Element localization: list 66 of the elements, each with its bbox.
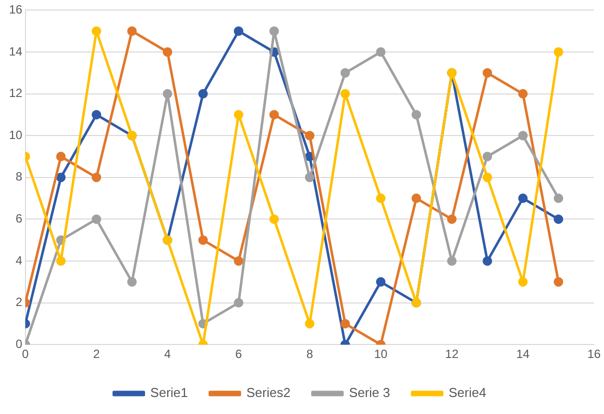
point (412, 110, 422, 120)
x-tick-label: 4 (164, 347, 172, 362)
point (447, 214, 457, 224)
point (127, 277, 137, 287)
point (198, 235, 208, 245)
y-tick-label: 0 (16, 336, 23, 351)
point (56, 172, 66, 182)
point (234, 110, 244, 120)
point (304, 130, 314, 140)
point (376, 194, 386, 204)
point (340, 89, 350, 99)
point (127, 26, 137, 36)
y-tick-label: 8 (16, 170, 23, 184)
point (412, 194, 422, 204)
point (482, 68, 492, 78)
point (340, 318, 350, 328)
point (304, 172, 314, 182)
point (376, 47, 386, 57)
legend-label: Serie1 (150, 385, 188, 400)
legend-label: Serie 3 (348, 385, 390, 400)
y-tick-label: 10 (8, 128, 23, 142)
point (162, 89, 172, 99)
x-tick-label: 14 (516, 347, 530, 362)
x-tick-label: 2 (93, 347, 100, 362)
point (340, 68, 350, 78)
point (269, 26, 279, 36)
point (56, 152, 66, 162)
point (269, 214, 279, 224)
point (554, 194, 564, 204)
point (518, 89, 528, 99)
point (482, 152, 492, 162)
point (234, 298, 244, 308)
point (269, 110, 279, 120)
point (92, 172, 102, 182)
point (92, 26, 102, 36)
point (554, 47, 564, 57)
point (518, 277, 528, 287)
x-tick-label: 10 (374, 347, 388, 362)
point (234, 26, 244, 36)
point (56, 256, 66, 266)
point (482, 172, 492, 182)
x-tick-label: 16 (587, 347, 601, 362)
y-tick-label: 12 (8, 86, 23, 100)
y-tick-label: 6 (16, 212, 23, 226)
y-tick-label: 4 (16, 253, 23, 268)
point (554, 277, 564, 287)
x-tick-label: 8 (306, 347, 314, 362)
y-tick-label: 2 (16, 295, 23, 310)
y-tick-label: 14 (8, 44, 23, 58)
point (198, 89, 208, 99)
point (518, 130, 528, 140)
point (482, 256, 492, 266)
legend-label: Series2 (246, 385, 290, 400)
point (92, 214, 102, 224)
point (447, 256, 457, 266)
point (518, 194, 528, 204)
point (234, 256, 244, 266)
legend-label: Serie4 (448, 385, 486, 400)
point (376, 277, 386, 287)
point (554, 214, 564, 224)
point (92, 110, 102, 120)
y-tick-label: 16 (8, 2, 23, 17)
point (304, 318, 314, 328)
x-tick-label: 6 (235, 347, 242, 362)
x-tick-label: 12 (445, 347, 459, 362)
point (162, 47, 172, 57)
